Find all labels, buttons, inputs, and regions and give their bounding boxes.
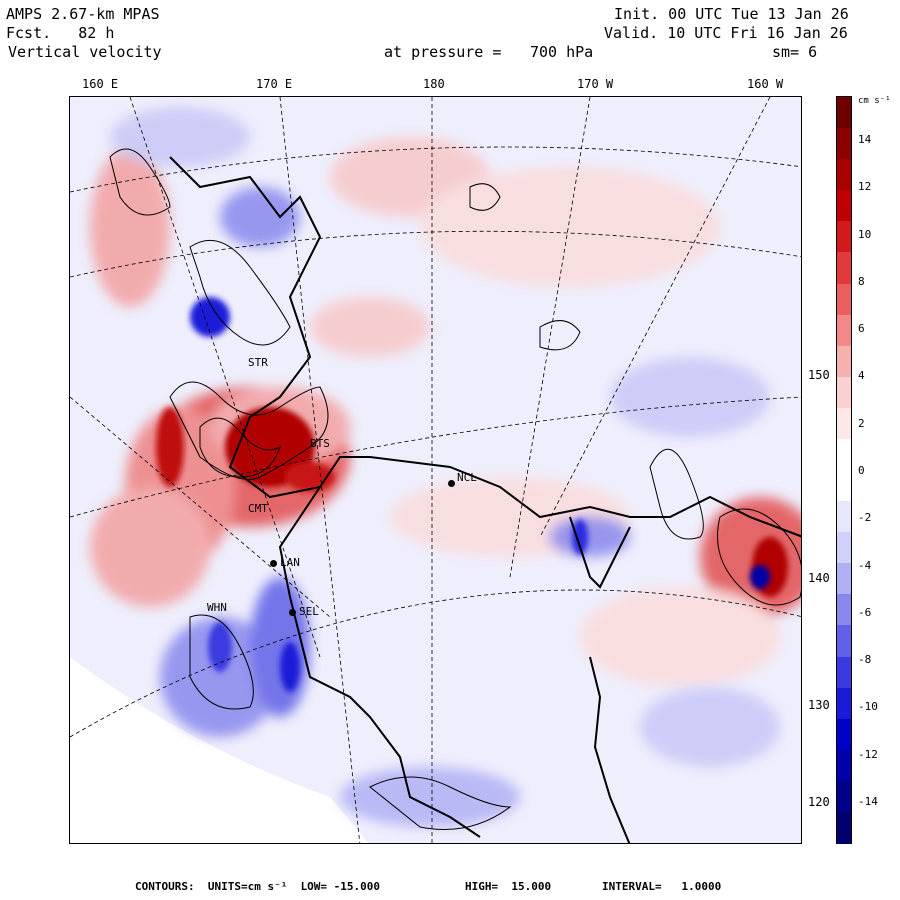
level-value: 700 hPa	[530, 43, 594, 61]
field-name: Vertical velocity	[8, 43, 162, 61]
strong-negative-core	[190, 297, 770, 692]
colorbar-segment	[837, 128, 851, 160]
colorbar-segment	[837, 687, 851, 720]
colorbar-segment	[837, 407, 851, 440]
valid-time: Valid. 10 UTC Fri 16 Jan 26	[604, 24, 848, 42]
colorbar-tick-label: -4	[858, 558, 872, 572]
colorbar-segment	[837, 190, 851, 222]
colorbar-segment	[837, 780, 851, 813]
level-prefix: at pressure =	[384, 43, 502, 61]
station-bts: BTS	[310, 437, 330, 450]
ice-shelf-edge	[569, 516, 631, 843]
station-marker-ncl	[448, 480, 455, 487]
colorbar-tick-label: 6	[858, 322, 865, 336]
colorbar-tick-label: -10	[858, 700, 878, 714]
station-whn: WHN	[207, 601, 227, 614]
colorbar-segment	[837, 749, 851, 782]
station-ncl: NCL	[457, 471, 477, 484]
footer-contours: CONTOURS: UNITS=cm s⁻¹ LOW= -15.000	[135, 880, 381, 893]
graticule	[70, 97, 801, 843]
station-marker-lan	[270, 560, 277, 567]
colorbar-segment	[837, 252, 851, 285]
colorbar-tick-label: 12	[858, 180, 872, 194]
colorbar-segment	[837, 501, 851, 533]
colorbar-tick-label: 10	[858, 227, 872, 241]
lon-label-170e: 170 E	[256, 77, 293, 91]
vertical-velocity-map	[69, 96, 802, 844]
off-domain-area	[70, 657, 369, 843]
colorbar-tick-label: -6	[858, 605, 872, 619]
colorbar-segment	[837, 159, 851, 191]
colorbar-segment	[837, 625, 851, 658]
colorbar-tick-label: -14	[858, 795, 878, 808]
colorbar-segment	[837, 314, 851, 347]
colorbar-segment	[837, 283, 851, 316]
colorbar-segment	[837, 438, 851, 471]
colorbar-segment	[837, 345, 851, 378]
lon-label-170w: 170 W	[577, 77, 614, 91]
colorbar-segment	[837, 656, 851, 689]
colorbar-segment	[837, 221, 851, 253]
colorbar-tick-label: 2	[858, 416, 865, 430]
lon-label-160e: 160 E	[82, 77, 119, 91]
forecast-hour: Fcst. 82 h	[6, 24, 115, 42]
map-canvas	[70, 97, 801, 843]
colorbar-segment	[837, 532, 851, 564]
footer-interval: INTERVAL= 1.0000	[602, 880, 722, 893]
colorbar-tick-label: -2	[858, 511, 872, 525]
station-cmt: CMT	[248, 502, 268, 515]
lon-label-160w: 160 W	[747, 77, 784, 91]
station-lan: LAN	[280, 556, 300, 569]
colorbar-tick-label: -12	[858, 747, 878, 761]
colorbar-unit: cm s⁻¹	[858, 96, 891, 106]
colorbar-segment	[837, 376, 851, 409]
negative-velocity-field	[110, 107, 780, 827]
model-title: AMPS 2.67-km MPAS	[6, 5, 160, 23]
init-time: Init. 00 UTC Tue 13 Jan 26	[614, 5, 849, 23]
color-scale-bar	[836, 96, 852, 844]
colorbar-tick-label: -8	[858, 653, 872, 667]
colorbar-segment	[837, 470, 851, 502]
station-str: STR	[248, 356, 268, 369]
colorbar-segment	[837, 563, 851, 595]
station-sel: SEL	[299, 605, 319, 618]
colorbar-segment	[837, 594, 851, 626]
colorbar-tick-label: 0	[858, 464, 865, 477]
colorbar-tick-label: 14	[858, 133, 872, 146]
colorbar-tick-label: 8	[858, 274, 865, 288]
lon-label-180: 180	[423, 77, 445, 91]
footer-high: HIGH= 15.000	[465, 880, 552, 893]
station-marker-sel	[289, 609, 296, 616]
colorbar-segment	[837, 97, 851, 129]
colorbar-segment	[837, 811, 851, 844]
colorbar-tick-label: 4	[858, 369, 865, 383]
colorbar-segment	[837, 718, 851, 751]
coastline-inland	[278, 486, 481, 838]
smoothing: sm= 6	[772, 43, 818, 61]
